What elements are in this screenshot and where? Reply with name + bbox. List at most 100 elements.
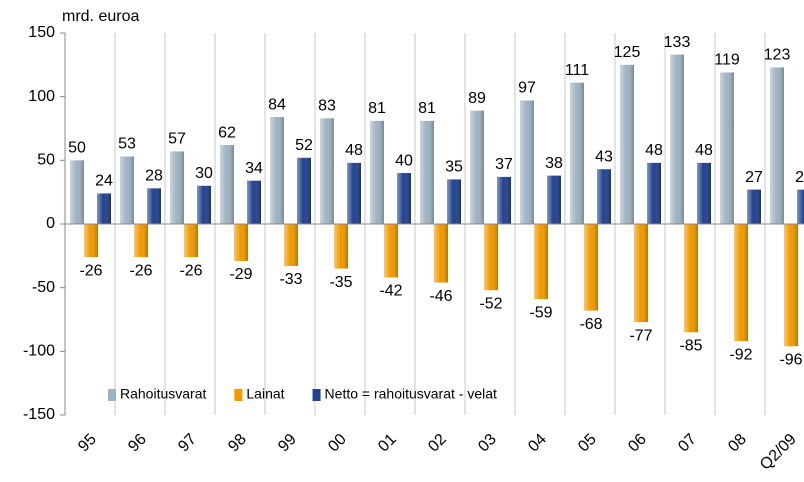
bar-shade xyxy=(120,156,134,224)
legend-swatch xyxy=(312,389,321,401)
x-tick-label: 02 xyxy=(425,431,450,456)
data-label: 111 xyxy=(565,62,589,79)
data-label: 48 xyxy=(345,142,363,159)
data-label: 37 xyxy=(495,156,513,173)
legend-swatch xyxy=(234,389,243,401)
x-tick-label: 99 xyxy=(275,431,300,456)
data-label: -96 xyxy=(779,351,802,368)
legend: Rahoitusvarat Lainat Netto = rahoitusvarat… xyxy=(108,386,497,402)
unit-label: mrd. euroa xyxy=(62,8,139,25)
bar-shade xyxy=(347,162,361,224)
y-tick-label: 50 xyxy=(37,152,55,169)
data-label: -26 xyxy=(179,262,202,279)
data-label: -59 xyxy=(529,304,552,321)
bar-shade xyxy=(620,64,634,224)
data-label: -68 xyxy=(579,316,602,333)
bar-shade xyxy=(447,179,461,224)
bar-shade xyxy=(597,169,611,224)
y-tick-label: -50 xyxy=(32,279,55,296)
bar-shade xyxy=(297,157,311,224)
data-label: 27 xyxy=(745,169,763,186)
bar-shade xyxy=(197,185,211,224)
bar-shade xyxy=(247,180,261,224)
data-label: 30 xyxy=(195,165,213,182)
bar-shade xyxy=(384,224,398,278)
bar-shade xyxy=(147,188,161,224)
bar-shade xyxy=(484,224,498,291)
bar-shade xyxy=(334,224,348,269)
data-label: -42 xyxy=(379,283,402,300)
legend-swatch xyxy=(108,389,116,401)
legend-label: Netto = rahoitusvarat - velat xyxy=(325,386,497,402)
bar-shade xyxy=(220,145,234,224)
data-label: 119 xyxy=(714,52,740,69)
bar-shade xyxy=(534,224,548,300)
bar-shade xyxy=(734,224,748,342)
data-label: 84 xyxy=(268,96,286,113)
data-label: 81 xyxy=(368,100,386,117)
x-tick-label: 08 xyxy=(725,431,750,456)
x-tick-label: 96 xyxy=(125,431,150,456)
bar-shade xyxy=(720,72,734,225)
bar-shade xyxy=(470,110,484,224)
data-label: 52 xyxy=(295,137,313,154)
data-label: 125 xyxy=(614,44,641,61)
bar-shade xyxy=(520,100,534,224)
data-label: 40 xyxy=(395,152,413,169)
x-tick-label: 06 xyxy=(625,431,650,456)
bar-shade xyxy=(397,173,411,224)
data-label: 34 xyxy=(245,160,263,177)
legend-label: Rahoitusvarat xyxy=(120,386,206,402)
data-label: -46 xyxy=(429,288,452,305)
data-label: 133 xyxy=(664,34,691,51)
bar-shade xyxy=(684,224,698,333)
y-tick-label: -100 xyxy=(23,343,55,360)
data-label: 89 xyxy=(468,90,486,107)
y-tick-label: 0 xyxy=(46,215,55,232)
data-label: -77 xyxy=(629,327,652,344)
data-label: 48 xyxy=(645,142,663,159)
data-label: 123 xyxy=(764,47,791,64)
bar-shade xyxy=(320,118,334,224)
data-label: 97 xyxy=(518,80,536,97)
bar-shade xyxy=(234,224,248,261)
x-tick-label: 04 xyxy=(525,431,550,456)
data-label: 81 xyxy=(418,100,436,117)
bar-shade xyxy=(270,117,284,224)
y-tick-label: 100 xyxy=(28,88,55,105)
bar-shade xyxy=(570,82,584,224)
bar-shade xyxy=(284,224,298,267)
data-label: -26 xyxy=(129,262,152,279)
bar-shade xyxy=(84,224,98,258)
bar-shade xyxy=(547,175,561,224)
data-label: 35 xyxy=(445,159,463,176)
data-label: -85 xyxy=(679,337,702,354)
x-tick-label: 95 xyxy=(75,431,100,456)
x-tick-label: 03 xyxy=(475,431,500,456)
data-label: 57 xyxy=(168,131,186,148)
data-label: -26 xyxy=(79,262,102,279)
y-tick-label: 150 xyxy=(28,24,55,41)
data-label: -52 xyxy=(479,295,502,312)
bar-shade xyxy=(420,120,434,224)
bar-shade xyxy=(434,224,448,283)
bar-shade xyxy=(784,224,798,347)
data-label: -92 xyxy=(729,346,752,363)
bar-shade xyxy=(697,162,711,224)
bar-shade xyxy=(184,224,198,258)
x-tick-label: 98 xyxy=(225,431,250,456)
x-tick-label: 97 xyxy=(175,431,200,456)
bar-shade xyxy=(670,54,684,224)
x-tick-label: 05 xyxy=(575,431,600,456)
data-label: 28 xyxy=(145,168,163,185)
bar-shade xyxy=(134,224,148,258)
bar-shade xyxy=(747,189,761,224)
legend-label: Lainat xyxy=(246,386,284,402)
bar-shade xyxy=(647,162,661,224)
data-label: -33 xyxy=(279,271,302,288)
bar-shade xyxy=(584,224,598,311)
x-tick-label: Q2/09 xyxy=(757,431,800,474)
data-label: -29 xyxy=(229,266,252,283)
data-label: 27 xyxy=(795,169,804,186)
